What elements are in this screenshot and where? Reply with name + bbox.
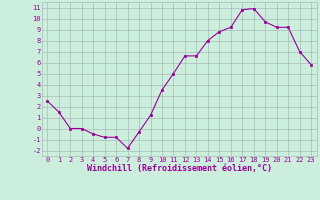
X-axis label: Windchill (Refroidissement éolien,°C): Windchill (Refroidissement éolien,°C) — [87, 164, 272, 173]
